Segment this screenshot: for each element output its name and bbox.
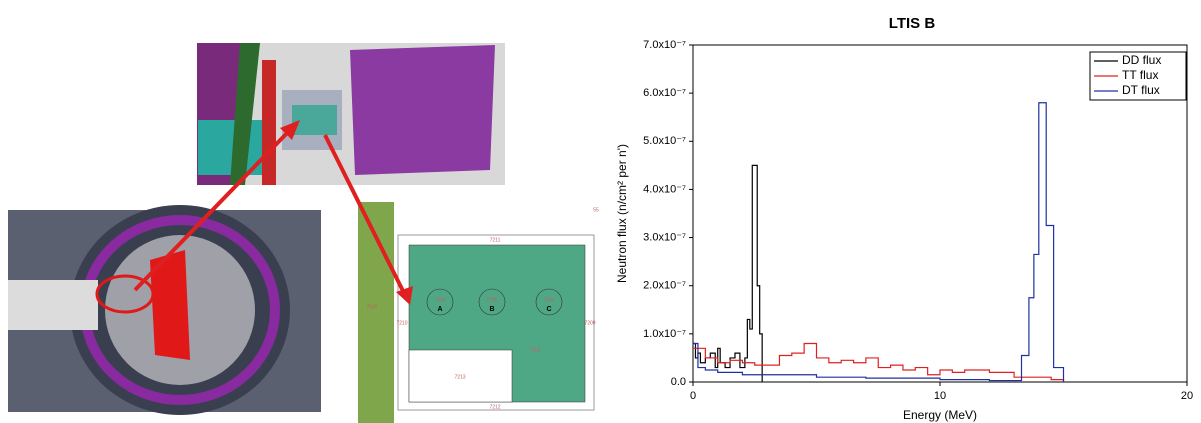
diagram-label: 7209 <box>584 320 595 326</box>
cad-image-bottom <box>8 205 321 415</box>
x-tick-label: 10 <box>934 390 946 402</box>
page: 7211 7206 A 7205 B 7204 C 7202 7213 7212 7210 7209 7… <box>0 0 1201 423</box>
chart-title: LTIS B <box>889 15 936 32</box>
diagram-label: 55 <box>593 207 599 213</box>
diagram-label: C <box>546 306 551 313</box>
diagram-label: 7515 <box>366 304 377 310</box>
y-tick-label: 6.0x10⁻⁷ <box>643 87 686 99</box>
data-line <box>693 343 1064 382</box>
legend-label: TT flux <box>1122 68 1158 82</box>
y-axis-label: Neutron flux (n/cm² per n') <box>615 144 629 283</box>
diagram-label: 7211 <box>490 237 501 243</box>
diagram-label: B <box>489 306 494 313</box>
data-line <box>693 165 762 382</box>
x-axis-label: Energy (MeV) <box>903 408 977 422</box>
x-tick-label: 20 <box>1181 390 1193 402</box>
legend-label: DT flux <box>1122 83 1160 97</box>
x-tick-label: 0 <box>690 390 696 402</box>
y-tick-label: 7.0x10⁻⁷ <box>643 39 686 51</box>
y-tick-label: 1.0x10⁻⁷ <box>643 328 686 340</box>
data-line <box>693 103 1064 382</box>
diagram-label: 7210 <box>396 320 407 326</box>
y-tick-label: 3.0x10⁻⁷ <box>643 231 686 243</box>
y-tick-label: 0.0 <box>671 376 686 388</box>
diagram-label: 7213 <box>454 374 465 380</box>
cad-image-top <box>197 43 505 185</box>
diagram-label: 7206 <box>434 297 445 303</box>
diagram-label: A <box>437 306 442 313</box>
legend-label: DD flux <box>1122 53 1161 67</box>
y-tick-label: 5.0x10⁻⁷ <box>643 135 686 147</box>
y-tick-label: 4.0x10⁻⁷ <box>643 183 686 195</box>
diagram-label: 7205 <box>486 297 497 303</box>
diagram-label: 7212 <box>489 404 500 410</box>
diagram-label: 7202 <box>529 347 540 353</box>
diagram-label: 7204 <box>543 297 554 303</box>
y-tick-label: 2.0x10⁻⁷ <box>643 280 686 292</box>
